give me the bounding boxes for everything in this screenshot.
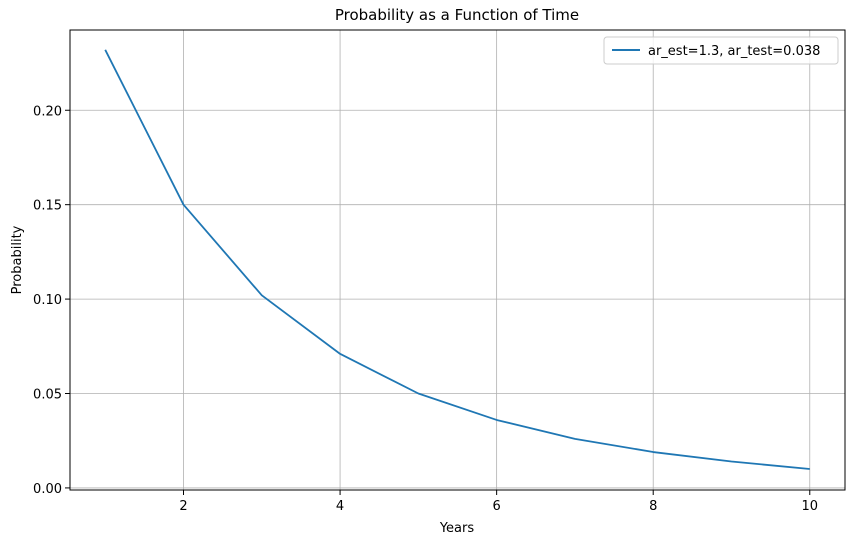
x-tick-label: 8 xyxy=(649,499,657,514)
y-tick-label: 0.05 xyxy=(33,388,62,403)
x-tick-label: 6 xyxy=(493,499,501,514)
y-tick-label: 0.15 xyxy=(33,199,62,214)
x-axis-label: Years xyxy=(439,521,475,536)
legend: ar_est=1.3, ar_test=0.038 xyxy=(603,36,839,65)
x-tick-label: 10 xyxy=(801,499,818,514)
chart-title: Probability as a Function of Time xyxy=(335,6,579,24)
grid xyxy=(70,30,845,490)
y-tick-label: 0.20 xyxy=(33,104,62,119)
series-line xyxy=(104,49,810,470)
legend-entry-label: ar_est=1.3, ar_test=0.038 xyxy=(648,44,820,59)
x-tick-label: 2 xyxy=(179,499,187,514)
series-layer xyxy=(104,49,810,470)
y-tick-label: 0.00 xyxy=(33,482,62,497)
y-axis-label: Probability xyxy=(10,225,25,294)
y-tick-label: 0.10 xyxy=(33,293,62,308)
y-axis-ticks: 0.00 0.05 0.10 0.15 0.20 xyxy=(33,104,70,497)
x-tick-label: 4 xyxy=(336,499,344,514)
legend-box xyxy=(603,36,839,65)
plot-frame xyxy=(69,29,846,491)
x-axis-ticks: 2 4 6 8 10 xyxy=(179,490,818,514)
